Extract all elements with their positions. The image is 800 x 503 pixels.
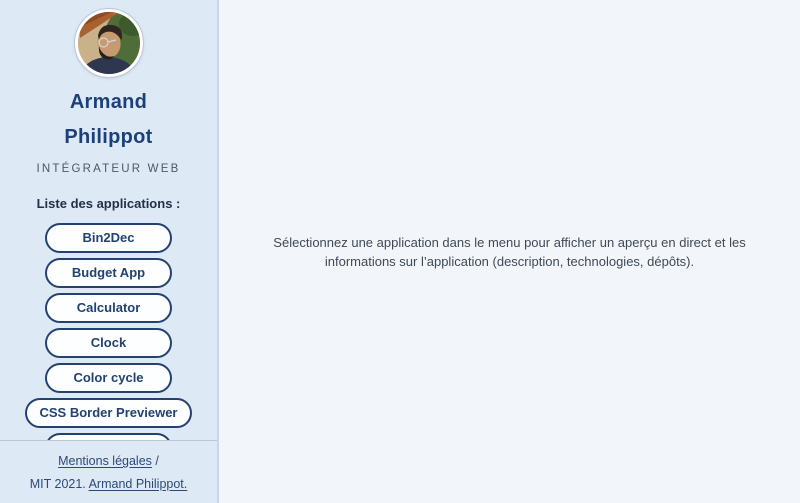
app-button-calculator[interactable]: Calculator — [45, 293, 172, 323]
sidebar-footer: Mentions légales / MIT 2021. Armand Phil… — [0, 440, 217, 503]
main-panel: Sélectionnez une application dans le men… — [219, 0, 800, 503]
profile-name: Armand Philippot — [64, 91, 153, 148]
legal-notice-link[interactable]: Mentions légales — [58, 454, 152, 468]
license-text: MIT 2021. — [29, 477, 86, 491]
app-button-clock[interactable]: Clock — [45, 328, 172, 358]
footer-separator: / — [155, 454, 159, 468]
profile-photo-icon — [77, 12, 140, 74]
app-button-css-border-previewer[interactable]: CSS Border Previewer — [25, 398, 192, 428]
legal-line: Mentions légales / — [4, 454, 213, 468]
app-button-budget-app[interactable]: Budget App — [45, 258, 172, 288]
profile-job-title: INTÉGRATEUR WEB — [36, 163, 181, 175]
avatar — [74, 9, 143, 77]
license-line: MIT 2021. Armand Philippot. — [4, 477, 213, 491]
author-link[interactable]: Armand Philippot. — [88, 477, 188, 491]
app-button-bin2dec[interactable]: Bin2Dec — [45, 223, 172, 253]
app-button-color-cycle[interactable]: Color cycle — [45, 363, 172, 393]
empty-state-message: Sélectionnez une application dans le men… — [273, 234, 746, 269]
app-button-partial[interactable] — [45, 433, 172, 440]
apps-list[interactable]: Bin2Dec Budget App Calculator Clock Colo… — [0, 211, 217, 440]
sidebar: Armand Philippot INTÉGRATEUR WEB Liste d… — [0, 0, 219, 503]
apps-list-label: Liste des applications : — [36, 196, 181, 211]
